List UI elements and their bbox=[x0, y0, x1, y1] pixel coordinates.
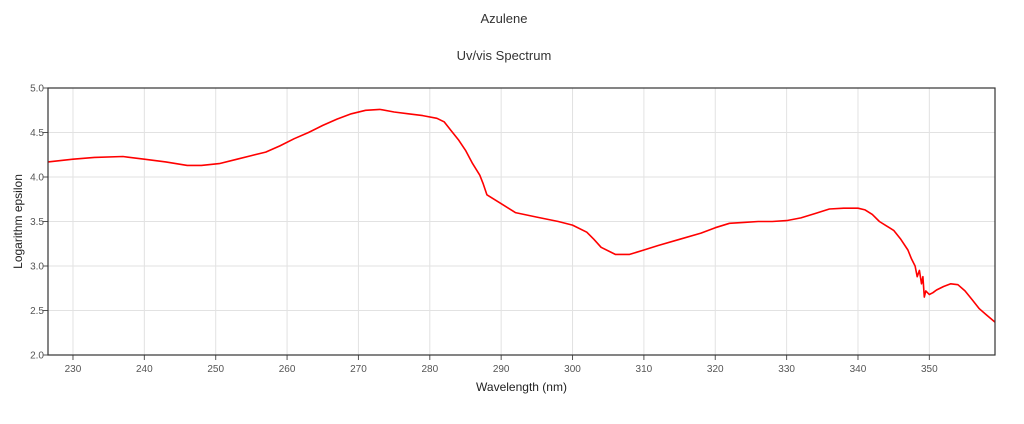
y-tick-label: 4.0 bbox=[30, 173, 44, 184]
x-tick-label: 290 bbox=[493, 364, 510, 375]
x-tick-label: 350 bbox=[921, 364, 938, 375]
y-tick-label: 3.5 bbox=[30, 217, 44, 228]
x-tick-label: 240 bbox=[136, 364, 153, 375]
x-tick-label: 320 bbox=[707, 364, 724, 375]
x-tick-label: 280 bbox=[421, 364, 438, 375]
plot-frame bbox=[47, 87, 996, 356]
spectrum-line bbox=[47, 108, 996, 323]
y-tick-label: 2.0 bbox=[30, 351, 44, 362]
y-tick-label: 2.5 bbox=[30, 306, 44, 317]
x-tick-label: 230 bbox=[65, 364, 82, 375]
x-tick-label: 310 bbox=[636, 364, 653, 375]
chart-title: Azulene bbox=[480, 11, 528, 26]
grid-lines bbox=[48, 87, 995, 356]
x-tick-label: 300 bbox=[564, 364, 581, 375]
y-tick-label: 5.0 bbox=[30, 84, 44, 95]
y-tick-label: 4.5 bbox=[30, 128, 44, 139]
y-axis-ticks: 2.0 2.5 3.0 3.5 4.0 4.5 5.0 bbox=[30, 84, 48, 362]
x-tick-label: 340 bbox=[850, 364, 867, 375]
x-axis-title: Wavelength (nm) bbox=[476, 380, 567, 394]
x-tick-label: 260 bbox=[279, 364, 296, 375]
x-tick-label: 250 bbox=[207, 364, 224, 375]
y-axis-title: Logarithm epsilon bbox=[11, 174, 25, 269]
x-tick-label: 270 bbox=[350, 364, 367, 375]
y-tick-label: 3.0 bbox=[30, 262, 44, 273]
x-axis-ticks: 230 240 250 260 270 280 290 300 310 320 330 340 350 bbox=[65, 355, 938, 375]
chart-subtitle: Uv/vis Spectrum bbox=[456, 48, 552, 63]
x-tick-label: 330 bbox=[778, 364, 795, 375]
